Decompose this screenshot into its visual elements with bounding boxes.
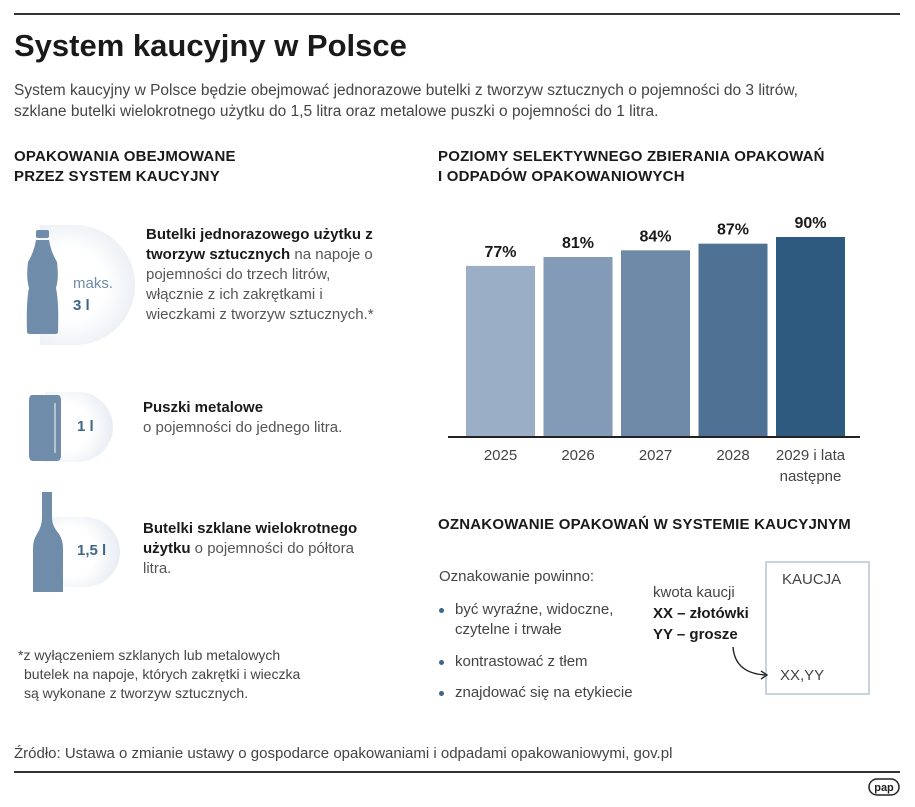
svg-text:pap: pap xyxy=(874,782,894,794)
box-title: KAUCJA xyxy=(782,571,842,588)
box-value: XX,YY xyxy=(780,667,825,684)
heading-line: OPAKOWANIA OBEJMOWANE xyxy=(14,148,236,165)
item-name: Butelki szklane wielokrotnego użytku xyxy=(143,520,358,557)
bullet-item: znajdować się na etykiecie xyxy=(439,683,633,703)
tick-label: 2026 xyxy=(561,447,594,464)
tick-label: 2029 i lata xyxy=(776,447,846,464)
bullet-text: znajdować się na etykiecie xyxy=(455,684,633,701)
data-label: 84% xyxy=(639,228,671,245)
deposit-label-legend: kwota kaucji XX – złotówki YY – grosze xyxy=(653,582,749,645)
bullet-text: kontrastować z tłem xyxy=(455,653,588,670)
bullet-item: kontrastować z tłem xyxy=(439,652,588,672)
plastic-bottle-icon xyxy=(26,230,59,334)
pap-logo: pap xyxy=(868,778,900,796)
footnote: *z wyłączeniem szklanych lub metalowych … xyxy=(18,646,300,703)
marking-heading: OZNAKOWANIE OPAKOWAŃ W SYSTEMIE KAUCYJNY… xyxy=(438,516,851,533)
bar-chart: 77% 2025 81% 2026 84% 2027 87% 2028 90% 2029 i la… xyxy=(448,215,860,485)
bar xyxy=(466,265,535,437)
can-icon xyxy=(29,395,61,461)
deposit-label-box: KAUCJA XX,YY xyxy=(765,561,870,695)
footnote-line: butelek na napoje, których zakrętki i wi… xyxy=(24,666,301,682)
bullet-item: być wyraźne, widoczne, czytelne i trwałe xyxy=(439,600,614,640)
packaging-item-description: Butelki jednorazowego użytku z tworzyw s… xyxy=(146,225,386,325)
item-text: o pojemności do półtora litra. xyxy=(143,540,354,577)
bullet-text: być wyraźne, widoczne, xyxy=(455,601,614,618)
marking-intro: Oznakowanie powinno: xyxy=(439,568,595,585)
item-name: Puszki metalowe xyxy=(143,399,264,416)
item-text: o pojemności do jednego litra. xyxy=(143,419,343,436)
arrow-icon xyxy=(732,646,769,680)
tick-label: 2028 xyxy=(716,447,749,464)
capacity-prefix: maks. xyxy=(73,275,114,292)
packaging-heading: OPAKOWANIA OBEJMOWANE PRZEZ SYSTEM KAUCY… xyxy=(14,147,236,187)
item-name: Butelki jednorazowego użytku z tworzyw s… xyxy=(146,226,373,263)
tick-label: 2027 xyxy=(639,447,672,464)
footnote-line: *z wyłączeniem szklanych lub metalowych xyxy=(18,647,281,663)
data-label: 77% xyxy=(484,244,516,261)
glass-bottle-icon xyxy=(33,492,63,592)
legend-yy: YY – grosze xyxy=(653,626,738,643)
packaging-item-description: Butelki szklane wielokrotnego użytku o p… xyxy=(143,519,383,579)
bottom-rule xyxy=(14,771,900,773)
capacity-value: 3 l xyxy=(73,297,90,314)
top-rule xyxy=(14,13,900,15)
legend-xx: XX – złotówki xyxy=(653,605,749,622)
item-text: na napoje o pojemności do trzech litrów,… xyxy=(146,246,374,323)
heading-line: PRZEZ SYSTEM KAUCYJNY xyxy=(14,168,220,185)
chart-title-line: I ODPADÓW OPAKOWANIOWYCH xyxy=(438,168,685,185)
data-label: 87% xyxy=(717,222,749,239)
subtitle: System kaucyjny w Polsce będzie obejmowa… xyxy=(14,80,894,122)
legend-title: kwota kaucji xyxy=(653,584,735,601)
packaging-item-description: Puszki metalowe o pojemności do jednego … xyxy=(143,398,383,438)
page-title: System kaucyjny w Polsce xyxy=(14,28,407,63)
data-label: 90% xyxy=(794,215,826,232)
chart-title: POZIOMY SELEKTYWNEGO ZBIERANIA OPAKOWAŃ … xyxy=(438,147,825,187)
bar xyxy=(698,243,768,437)
bullet-text: czytelne i trwałe xyxy=(455,621,562,638)
data-label: 81% xyxy=(562,235,594,252)
footnote-line: są wykonane z tworzyw sztucznych. xyxy=(24,685,249,701)
bar xyxy=(543,257,613,437)
capacity-value: 1,5 l xyxy=(77,542,107,559)
tick-label: 2025 xyxy=(484,447,517,464)
subtitle-line: szklane butelki wielokrotnego użytku do … xyxy=(14,103,659,120)
bar xyxy=(621,250,690,437)
capacity-value: 1 l xyxy=(77,418,94,435)
bar xyxy=(776,237,845,437)
subtitle-line: System kaucyjny w Polsce będzie obejmowa… xyxy=(14,82,798,99)
chart-title-line: POZIOMY SELEKTYWNEGO ZBIERANIA OPAKOWAŃ xyxy=(438,148,825,165)
source-note: Źródło: Ustawa o zmianie ustawy o gospod… xyxy=(14,745,673,762)
tick-label: następne xyxy=(780,468,842,485)
